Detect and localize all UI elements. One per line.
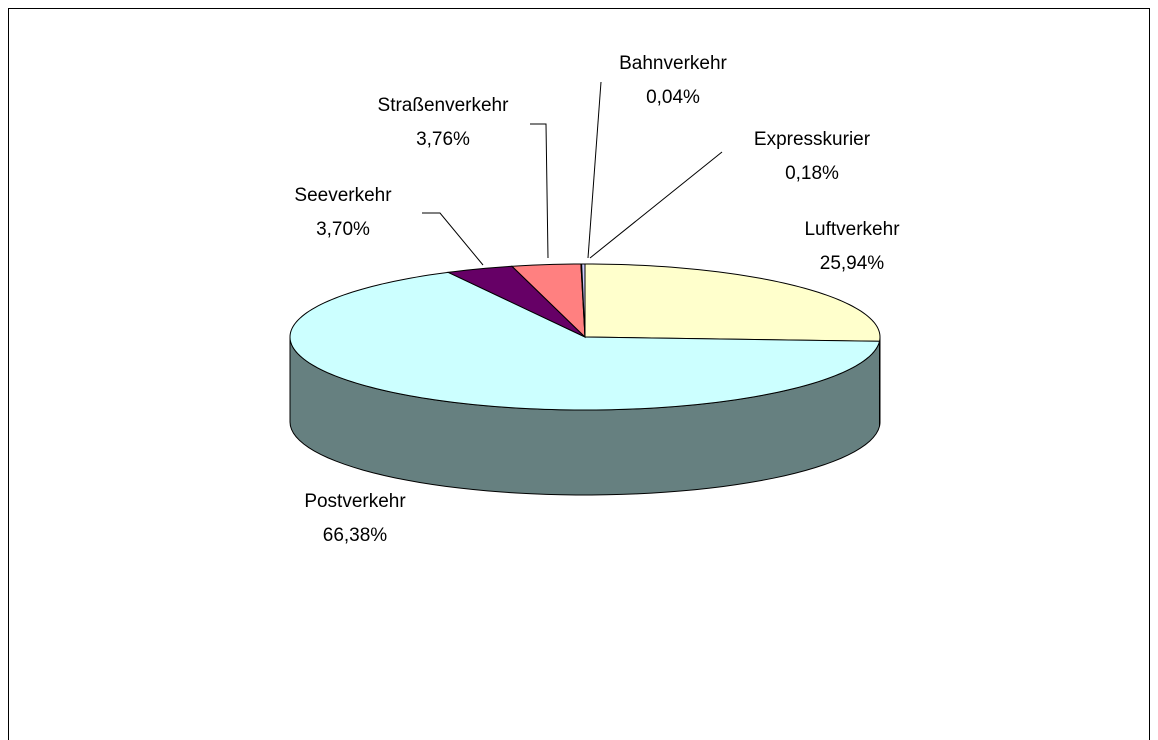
pie-slice bbox=[510, 263, 586, 339]
leader-line bbox=[589, 151, 723, 259]
slice-label: Luftverkehr bbox=[804, 219, 900, 240]
slice-value-label: 0,18% bbox=[785, 163, 839, 184]
leader-line bbox=[422, 212, 484, 266]
slice-value-label: 3,76% bbox=[416, 129, 470, 150]
slice-value-label: 3,70% bbox=[316, 219, 370, 240]
leader-line bbox=[587, 81, 602, 259]
pie-slice bbox=[584, 263, 881, 342]
pie-slice bbox=[446, 265, 586, 338]
slice-label: Postverkehr bbox=[304, 491, 406, 512]
slice-value-label: 66,38% bbox=[323, 525, 388, 546]
pie-slice bbox=[581, 263, 586, 338]
leader-line bbox=[530, 123, 549, 259]
slice-value-label: 25,94% bbox=[820, 253, 885, 274]
pie-slice bbox=[289, 271, 881, 411]
slice-label: Seeverkehr bbox=[294, 185, 392, 206]
slice-value-label: 0,04% bbox=[646, 87, 700, 108]
chart-frame bbox=[8, 8, 1150, 740]
slice-label: Straßenverkehr bbox=[378, 95, 510, 116]
slice-label: Expresskurier bbox=[754, 129, 871, 150]
slice-label: Bahnverkehr bbox=[619, 53, 727, 74]
